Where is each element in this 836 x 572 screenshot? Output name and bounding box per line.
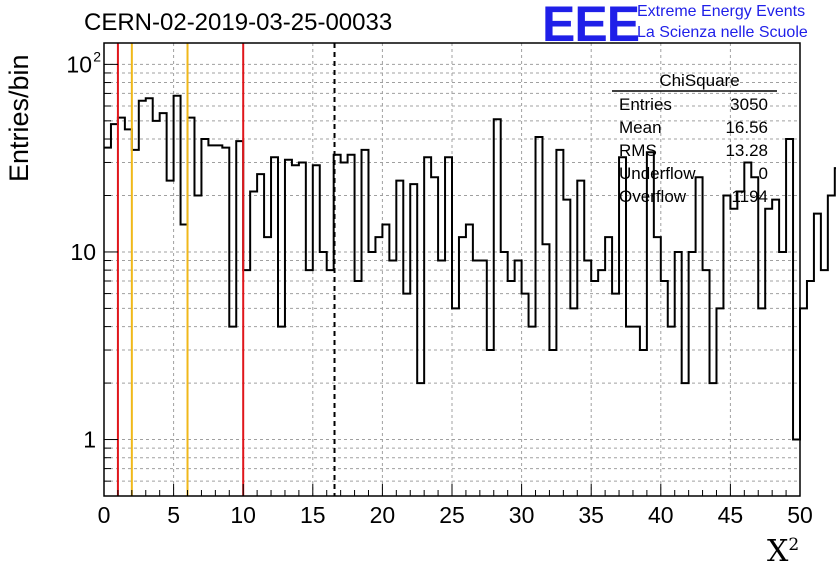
stats-box-title: ChiSquare [659,71,739,90]
stats-value: 0 [759,164,768,183]
plot-title: CERN-02-2019-03-25-00033 [84,9,393,36]
y-tick-label-exponent: 2 [93,48,101,64]
logo-text-line1: Extreme Energy Events [637,3,806,20]
stats-label: Mean [619,118,662,137]
stats-label: Underflow [619,164,696,183]
x-axis-label: X2 [767,534,800,569]
stats-value: 16.56 [725,118,768,137]
x-tick-label: 30 [509,502,535,528]
histogram-series [104,94,836,441]
stats-value: 3050 [730,95,768,114]
y-tick-label: 1 [83,427,96,453]
x-tick-label: 50 [787,502,813,528]
y-tick-label: 10 [66,51,92,77]
x-tick-label: 15 [300,502,326,528]
x-tick-label: 35 [578,502,604,528]
x-tick-label: 25 [439,502,465,528]
x-tick-label: 20 [370,502,396,528]
eee-logo: EEE [542,0,640,52]
x-tick-label: 40 [648,502,674,528]
y-tick-label: 10 [70,239,96,265]
x-tick-label: 0 [98,502,111,528]
logo-text-line2: La Scienza nelle Scuole [637,24,808,41]
x-tick-label: 5 [167,502,180,528]
y-axis-label: Entries/bin [4,54,34,182]
x-tick-label: 45 [718,502,744,528]
stats-label: Overflow [619,187,687,206]
stats-label: RMS [619,141,657,160]
stats-label: Entries [619,95,672,114]
stats-value: 13.28 [725,141,768,160]
stats-value: 1194 [731,187,768,206]
x-tick-label: 10 [230,502,256,528]
